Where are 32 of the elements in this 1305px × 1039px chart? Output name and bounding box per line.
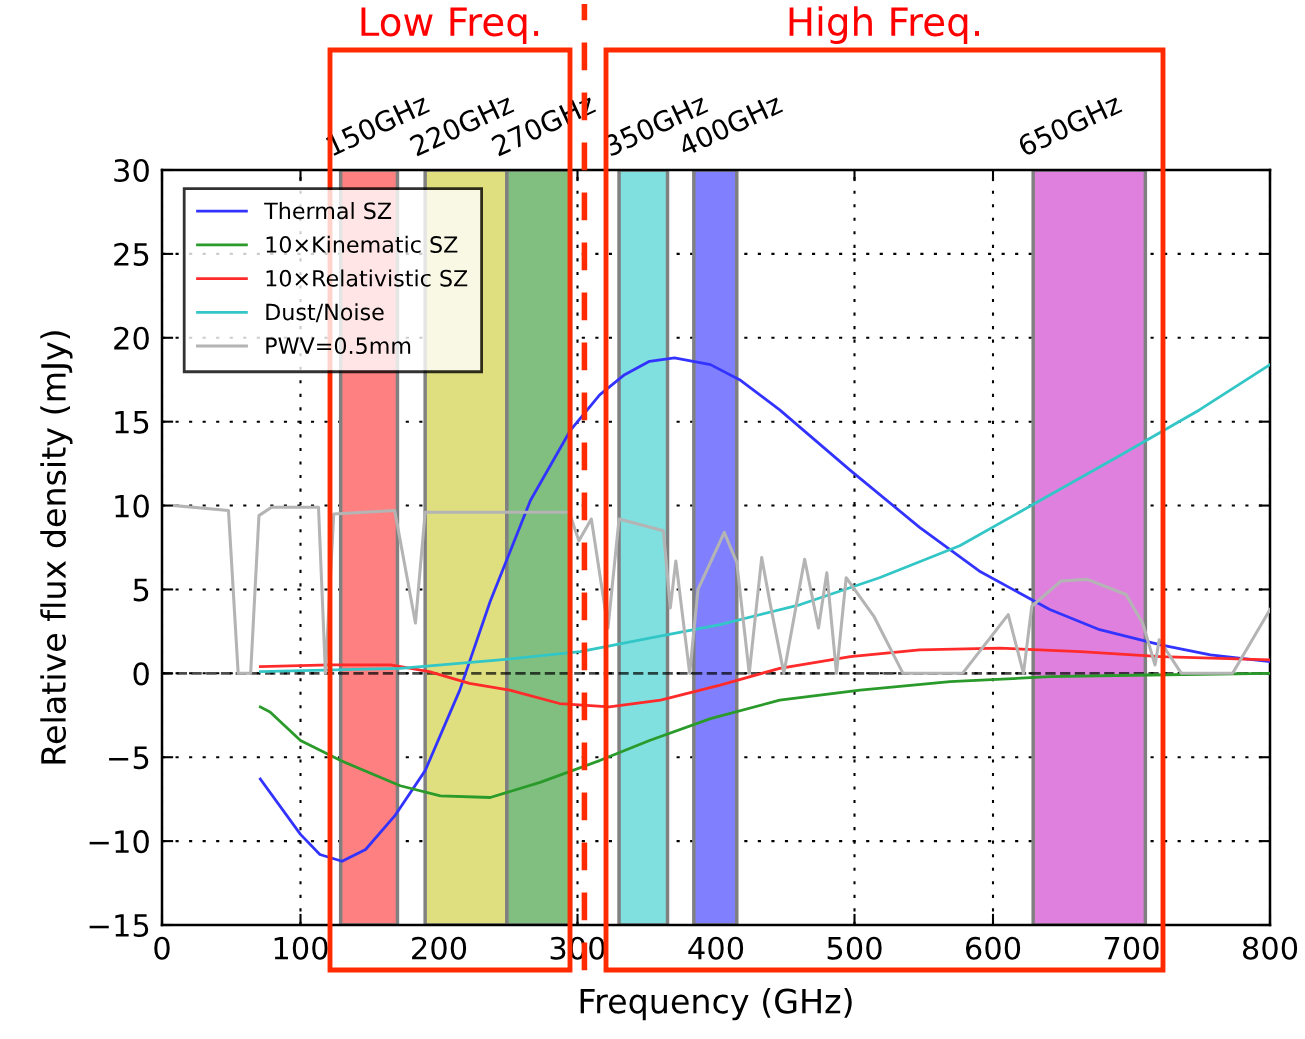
x-tick-label: 700 <box>1104 936 1159 960</box>
x-tick-label: 100 <box>274 936 328 960</box>
line-series <box>258 356 1270 863</box>
line-series <box>258 671 1270 799</box>
y-tick-label: 15 <box>115 411 149 434</box>
line-series <box>258 363 1270 674</box>
legend-label: PWV=0.5mm <box>266 337 411 355</box>
y-tick-label: 5 <box>133 578 149 602</box>
y-tick-label: 30 <box>114 158 149 183</box>
x-tick-label: 800 <box>1242 936 1298 960</box>
y-tick-label: −15 <box>89 914 149 938</box>
legend-label: Thermal SZ <box>264 201 392 220</box>
y-tick-label: 10 <box>115 494 149 518</box>
y-axis-title: Relative flux density (mJy) <box>40 331 73 764</box>
legend-label: Dust/Noise <box>266 303 384 323</box>
text: High Freq. <box>789 6 979 44</box>
legend-label: 10×Kinematic SZ <box>266 235 458 253</box>
x-tick-label: 600 <box>965 936 1021 960</box>
x-tick-label: 400 <box>688 936 744 960</box>
x-tick-label: 500 <box>827 936 882 960</box>
line-series <box>258 646 1270 709</box>
x-tick-label: 0 <box>154 936 170 960</box>
y-tick-label: 0 <box>133 662 149 686</box>
y-tick-label: 20 <box>114 326 149 350</box>
x-tick-label: 200 <box>412 936 467 960</box>
x-axis-title: Frequency (GHz) <box>580 987 852 1021</box>
y-tick-label: 25 <box>114 242 149 266</box>
legend-label: 10×Relativistic SZ <box>266 269 468 287</box>
y-tick-label: −10 <box>89 830 149 854</box>
line-series <box>172 504 1270 675</box>
text: Low Freq. <box>361 7 539 44</box>
y-tick-label: −5 <box>109 746 149 770</box>
